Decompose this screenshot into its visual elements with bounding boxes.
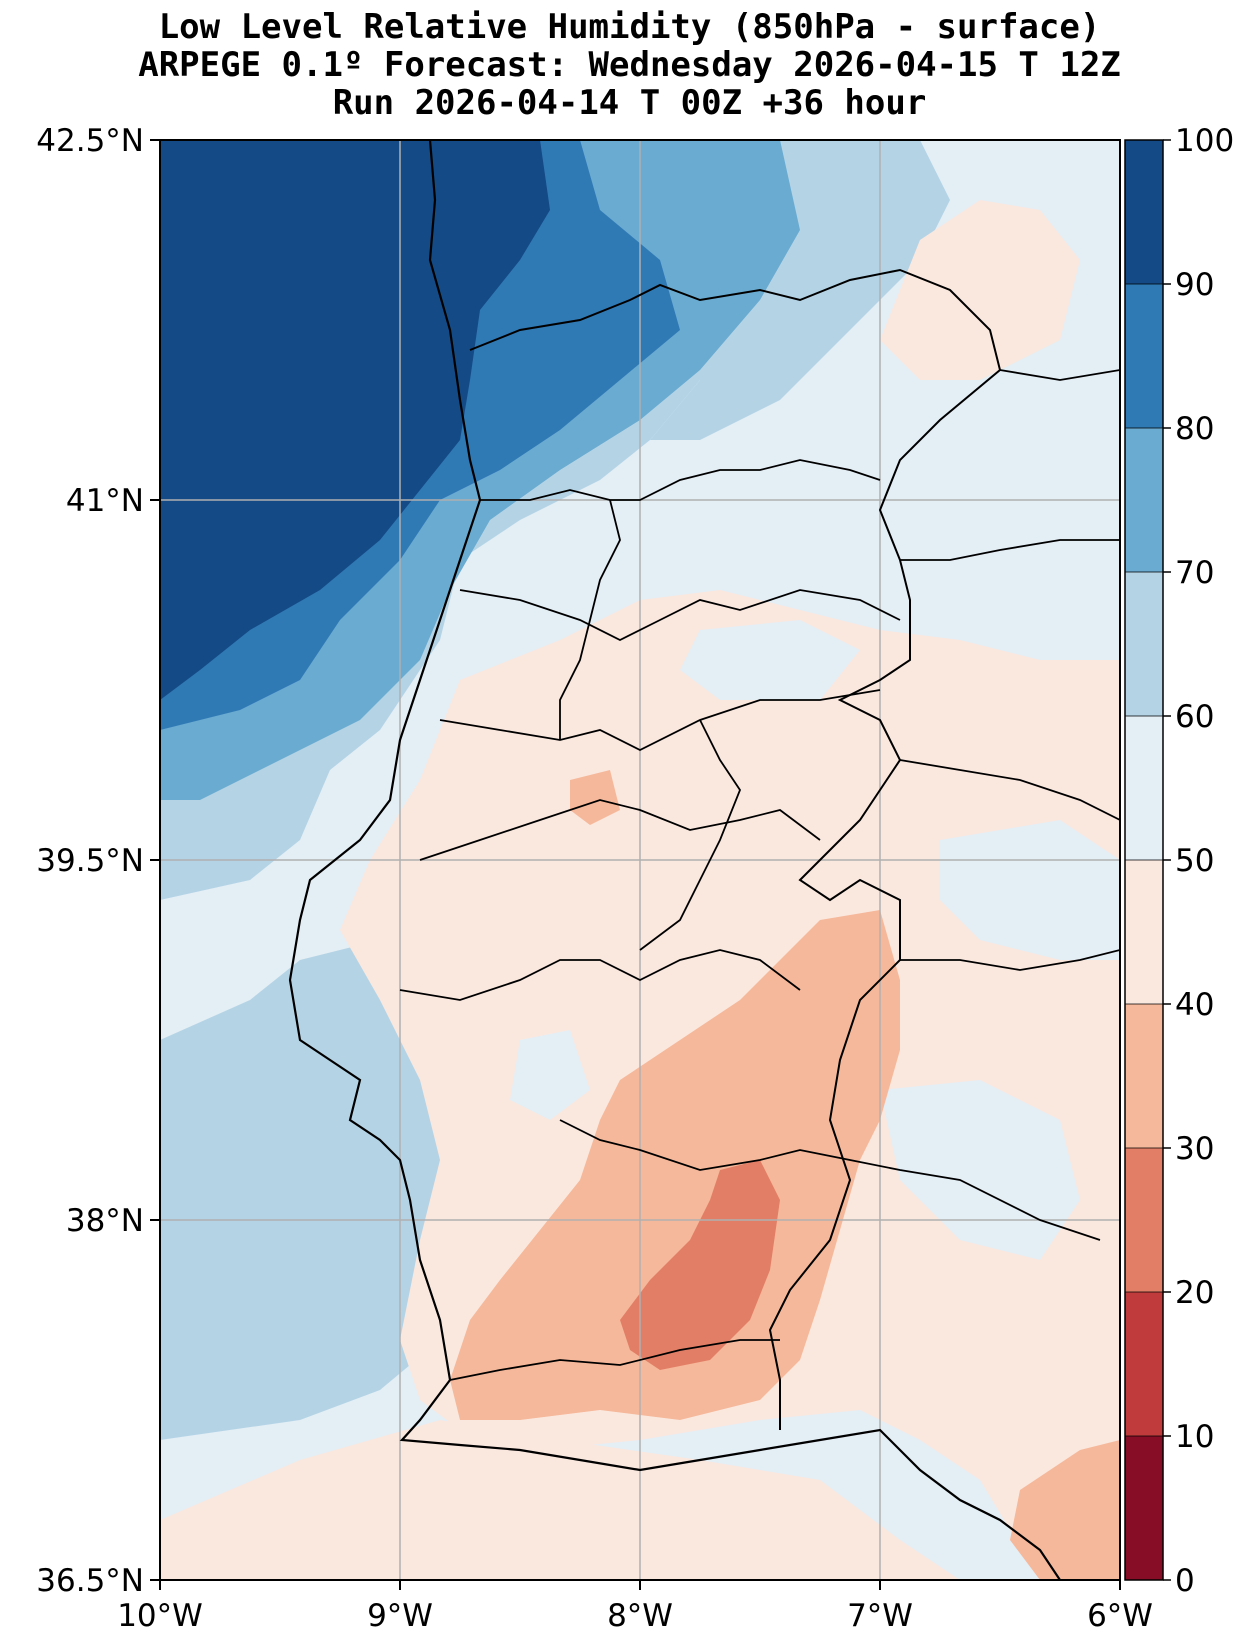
rh-patch-50-60-b (940, 820, 1120, 960)
rh-band-60-70-south-ocean (160, 940, 440, 1440)
rh-patch-50-60-a (680, 620, 860, 700)
x-tick-label: 9°W (367, 1598, 433, 1634)
y-tick-label: 41°N (66, 483, 144, 519)
colorbar-segment (1125, 1436, 1163, 1580)
x-tick-label: 7°W (847, 1598, 913, 1634)
colorbar-tick-label: 80 (1175, 411, 1214, 447)
colorbar-segment (1125, 1292, 1163, 1436)
gridlines (160, 140, 1120, 1580)
colorbar-segment (1125, 1148, 1163, 1292)
title-line-1: Low Level Relative Humidity (850hPa - su… (158, 7, 1101, 47)
colorbar-tick-label: 40 (1175, 987, 1214, 1023)
colorbar-segment (1125, 140, 1163, 284)
colorbar-tick-label: 90 (1175, 267, 1214, 303)
rh-band-40-50-north (880, 200, 1080, 380)
title-line-2: ARPEGE 0.1º Forecast: Wednesday 2026-04-… (138, 45, 1121, 85)
y-axis-labels: 42.5°N 41°N 39.5°N 38°N 36.5°N (36, 123, 144, 1599)
y-tick-label: 36.5°N (36, 1563, 144, 1599)
colorbar-segment (1125, 428, 1163, 572)
rh-band-30-40-southeast (1010, 1440, 1120, 1580)
colorbar-tick-label: 0 (1175, 1563, 1195, 1599)
rh-band-30-40-main (450, 910, 900, 1420)
colorbar-segment (1125, 716, 1163, 860)
colorbar-segment (1125, 1004, 1163, 1148)
x-axis-labels: 10°W 9°W 8°W 7°W 6°W (117, 1598, 1153, 1634)
colorbar-segment (1125, 284, 1163, 428)
regional-borders (399, 369, 1120, 1381)
rh-patch-50-60-d (510, 1030, 590, 1120)
colorbar-tick-label: 60 (1175, 699, 1214, 735)
x-tick-label: 8°W (607, 1598, 673, 1634)
colorbar-tick-label: 10 (1175, 1419, 1214, 1455)
y-tick-label: 38°N (66, 1203, 144, 1239)
country-border (469, 268, 1002, 1430)
map-title: Low Level Relative Humidity (850hPa - su… (0, 8, 1259, 122)
x-tick-label: 6°W (1087, 1598, 1153, 1634)
rh-band-30-40-patch (570, 770, 620, 825)
colorbar-segment (1125, 572, 1163, 716)
axis-ticks (150, 139, 1121, 1590)
rh-band-20-30 (620, 1160, 780, 1370)
rh-band-90-100 (160, 140, 550, 700)
y-tick-label: 39.5°N (36, 843, 144, 879)
title-line-3: Run 2026-04-14 T 00Z +36 hour (332, 83, 927, 123)
colorbar-tick-label: 20 (1175, 1275, 1214, 1311)
colorbar-labels: 100 90 80 70 60 50 40 30 20 10 0 (1175, 123, 1234, 1599)
rh-band-40-50-south-coast (160, 1420, 960, 1580)
x-tick-label: 10°W (117, 1598, 203, 1634)
colorbar-tick-label: 70 (1175, 555, 1214, 591)
map-plot-area (160, 140, 1120, 1580)
coastline (288, 140, 1061, 1580)
colorbar-tick-label: 30 (1175, 1131, 1214, 1167)
colorbar-segment (1125, 860, 1163, 1004)
y-tick-label: 42.5°N (36, 123, 144, 159)
colorbar-tick-label: 50 (1175, 843, 1214, 879)
colorbar-tick-label: 100 (1175, 123, 1234, 159)
colorbar-frame (1124, 139, 1164, 1581)
colorbar (1125, 139, 1171, 1581)
